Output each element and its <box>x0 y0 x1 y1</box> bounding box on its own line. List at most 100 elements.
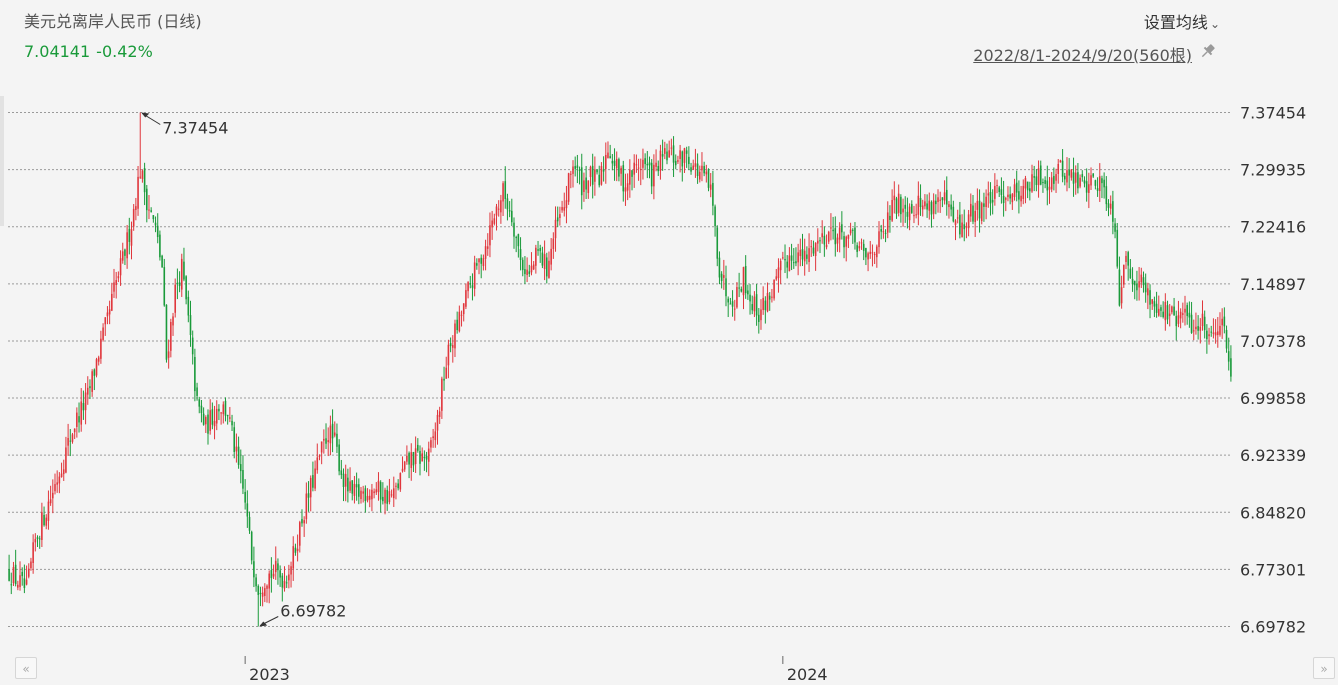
candle-body <box>609 156 611 159</box>
candle-body <box>867 253 869 260</box>
candle-body <box>862 243 865 251</box>
candle-body <box>1002 195 1005 204</box>
candle-body <box>454 323 456 349</box>
candle-body <box>1142 277 1145 286</box>
candle-body <box>757 314 760 322</box>
candle-body <box>543 254 546 270</box>
candle-body <box>318 455 321 457</box>
candle-body <box>611 160 614 164</box>
candle-body <box>948 204 950 208</box>
candle-body <box>438 411 441 417</box>
candle-body <box>1210 331 1213 333</box>
candle-body <box>497 208 500 210</box>
candle-body <box>23 578 26 589</box>
candle-body <box>292 546 295 569</box>
candle-body <box>1182 313 1184 315</box>
candle-body <box>480 257 483 264</box>
candle-body <box>364 488 367 502</box>
candle-body <box>768 295 771 300</box>
x-axis: 2023 2024 <box>244 656 828 684</box>
candle-body <box>60 473 63 477</box>
candle-body <box>681 151 684 167</box>
candle-body <box>1157 308 1160 316</box>
candle-body <box>808 248 810 263</box>
candle-body <box>677 160 679 162</box>
y-tick-label: 7.37454 <box>1240 104 1306 123</box>
candle-body <box>473 262 476 289</box>
candle-body <box>43 514 45 526</box>
double-chevron-right-icon[interactable]: » <box>1313 657 1335 679</box>
candle-body <box>974 210 976 222</box>
candle-body <box>419 451 421 464</box>
candle-body <box>545 257 548 277</box>
candle-body <box>956 217 959 219</box>
candle-body <box>823 235 826 245</box>
candle-body <box>135 206 137 210</box>
candle-body <box>972 205 974 222</box>
candle-body <box>347 477 349 492</box>
candle-body <box>272 573 275 577</box>
candle-body <box>410 452 413 468</box>
candle-body <box>1101 178 1103 184</box>
pin-icon[interactable] <box>1198 41 1218 61</box>
candle-body <box>825 244 828 248</box>
candle-body <box>401 468 404 472</box>
candle-body <box>515 237 517 239</box>
candle-body <box>1031 174 1033 192</box>
candle-body <box>725 278 727 297</box>
candle-body <box>323 438 325 441</box>
candle-body <box>38 538 41 540</box>
candle-body <box>1192 330 1195 332</box>
candle-body <box>205 417 207 425</box>
candle-body <box>1009 194 1011 199</box>
candle-body <box>281 575 284 588</box>
candle-body <box>159 234 161 258</box>
candle-body <box>327 440 330 443</box>
candle-body <box>753 296 756 312</box>
y-tick-label: 7.29935 <box>1240 161 1306 180</box>
candle-body <box>1024 178 1027 189</box>
candle-body <box>685 150 688 154</box>
candle-body <box>414 448 417 465</box>
y-tick-label: 6.92339 <box>1240 446 1306 465</box>
candle-body <box>935 200 937 205</box>
candle-body <box>526 269 528 275</box>
settings-ma-button[interactable]: 设置均线 ⌄ <box>1144 9 1220 33</box>
candle-body <box>615 158 618 169</box>
candle-body <box>565 200 568 209</box>
date-range-link[interactable]: 2022/8/1-2024/9/20(560根) <box>973 46 1192 65</box>
candle-body <box>441 378 443 411</box>
double-chevron-left-icon[interactable]: « <box>15 657 37 679</box>
y-tick-label: 6.69782 <box>1240 618 1306 637</box>
candle-body <box>1026 181 1029 191</box>
candle-body <box>513 222 515 237</box>
candle-body <box>447 344 450 366</box>
candle-body <box>690 167 692 172</box>
candle-body <box>1129 268 1132 279</box>
candle-body <box>666 151 668 161</box>
candle-body <box>902 208 904 213</box>
candle-body <box>786 261 789 268</box>
candle-body <box>1085 181 1088 193</box>
candle-body <box>945 189 948 205</box>
candle-body <box>388 491 391 503</box>
candle-body <box>965 226 968 228</box>
candle-body <box>618 159 620 177</box>
candle-body <box>285 582 288 584</box>
candle-body <box>174 284 177 313</box>
candle-body <box>1074 172 1077 183</box>
candle-body <box>86 387 89 395</box>
candle-body <box>626 183 629 191</box>
candle-body <box>1195 326 1197 330</box>
candle-body <box>115 280 117 286</box>
candle-body <box>163 267 166 306</box>
candle-body <box>32 542 34 563</box>
candle-body <box>712 182 714 206</box>
candle-body <box>1094 180 1097 186</box>
candle-body <box>170 321 172 351</box>
candle-body <box>462 303 465 315</box>
candle-body <box>917 195 920 215</box>
candle-body <box>495 206 498 216</box>
candle-body <box>1203 316 1206 331</box>
